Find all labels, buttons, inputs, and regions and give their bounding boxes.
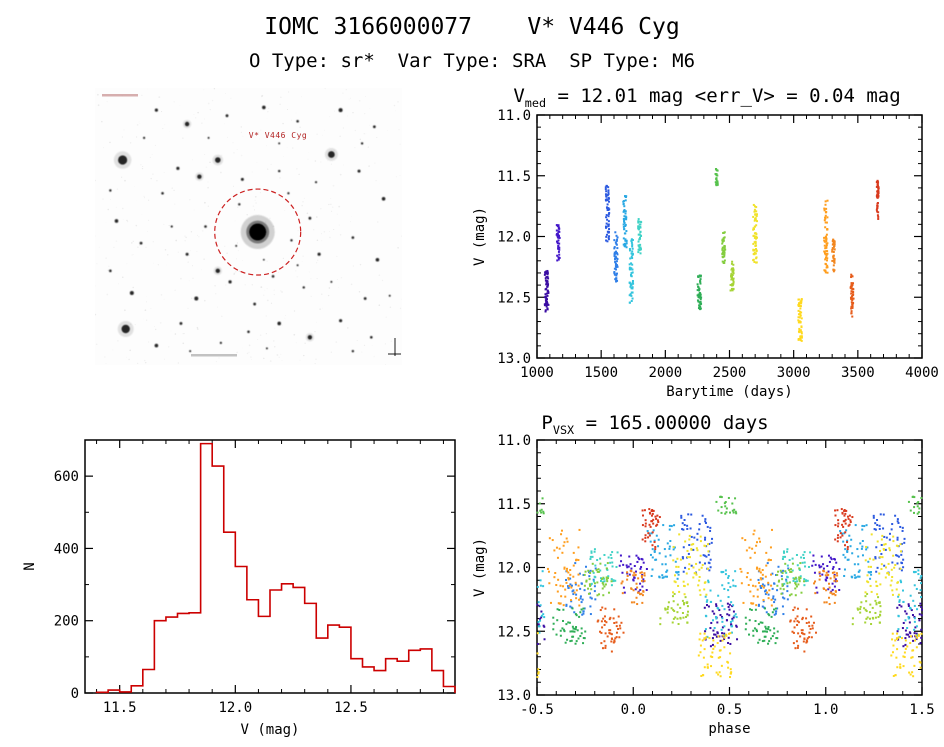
finder-chart	[95, 88, 402, 365]
svg-text:4000: 4000	[905, 365, 939, 381]
svg-text:0.5: 0.5	[717, 702, 742, 718]
vmed-value-text: = 12.01 mag <err_V> = 0.04 mag	[546, 85, 901, 107]
page-subtitle-text: O Type: sr* Var Type: SRA SP Type: M6	[248, 50, 696, 72]
lightcurve-title: Vmed = 12.01 mag <err_V> = 0.04 mag	[470, 85, 944, 110]
vmed-subscript: med	[524, 95, 547, 110]
svg-text:12.5: 12.5	[497, 290, 531, 306]
svg-text:V (mag): V (mag)	[472, 538, 488, 597]
vmed-symbol: V	[513, 85, 525, 107]
svg-text:N: N	[22, 562, 38, 570]
svg-text:1.5: 1.5	[909, 702, 934, 718]
svg-text:12.0: 12.0	[497, 230, 531, 246]
lightcurve-plot: 1000 1500 2000 2500 3000 3500 4000 11.0 11.5 12.0…	[472, 108, 939, 400]
svg-text:11.0: 11.0	[497, 108, 531, 124]
svg-text:Barytime (days): Barytime (days)	[666, 384, 792, 400]
page-subtitle: O Type: sr* Var Type: SRA SP Type: M6	[0, 50, 944, 72]
svg-text:11.5: 11.5	[497, 497, 531, 513]
svg-text:2000: 2000	[648, 365, 682, 381]
svg-text:0: 0	[71, 686, 79, 702]
page-title: IOMC 3166000077 V* V446 Cyg	[0, 14, 944, 40]
period-symbol: P	[541, 412, 553, 434]
period-value-text: = 165.00000 days	[574, 412, 769, 434]
svg-text:V (mag): V (mag)	[472, 207, 488, 266]
svg-text:1500: 1500	[584, 365, 618, 381]
svg-text:12.0: 12.0	[497, 561, 531, 577]
svg-text:3500: 3500	[841, 365, 875, 381]
svg-text:600: 600	[54, 469, 79, 485]
period-subscript: VSX	[552, 422, 575, 437]
page-title-text: IOMC 3166000077 V* V446 Cyg	[264, 14, 680, 40]
svg-text:400: 400	[54, 541, 79, 557]
svg-text:0.0: 0.0	[621, 702, 646, 718]
svg-text:200: 200	[54, 614, 79, 630]
svg-text:1000: 1000	[520, 365, 554, 381]
svg-text:11.0: 11.0	[497, 433, 531, 449]
histogram-plot: 11.5 12.0 12.5 0 200 400 600 V (mag) N	[22, 439, 456, 738]
svg-text:phase: phase	[708, 721, 750, 737]
svg-text:12.5: 12.5	[334, 700, 368, 716]
finder-annotation: V* V446 Cyg	[248, 131, 308, 140]
phase-title: PVSX = 165.00000 days	[400, 412, 910, 437]
svg-text:-0.5: -0.5	[520, 702, 554, 718]
svg-text:2500: 2500	[713, 365, 747, 381]
svg-text:3000: 3000	[777, 365, 811, 381]
phase-folded-plot: -0.5 0.0 0.5 1.0 1.5 11.0 11.5 12.0 12.5 13.0 phas…	[472, 433, 935, 737]
svg-text:12.0: 12.0	[218, 700, 252, 716]
svg-text:1.0: 1.0	[813, 702, 838, 718]
svg-text:12.5: 12.5	[497, 624, 531, 640]
svg-text:11.5: 11.5	[103, 700, 137, 716]
svg-text:11.5: 11.5	[497, 169, 531, 185]
svg-text:13.0: 13.0	[497, 688, 531, 704]
svg-text:V (mag): V (mag)	[240, 722, 299, 738]
svg-text:13.0: 13.0	[497, 351, 531, 367]
